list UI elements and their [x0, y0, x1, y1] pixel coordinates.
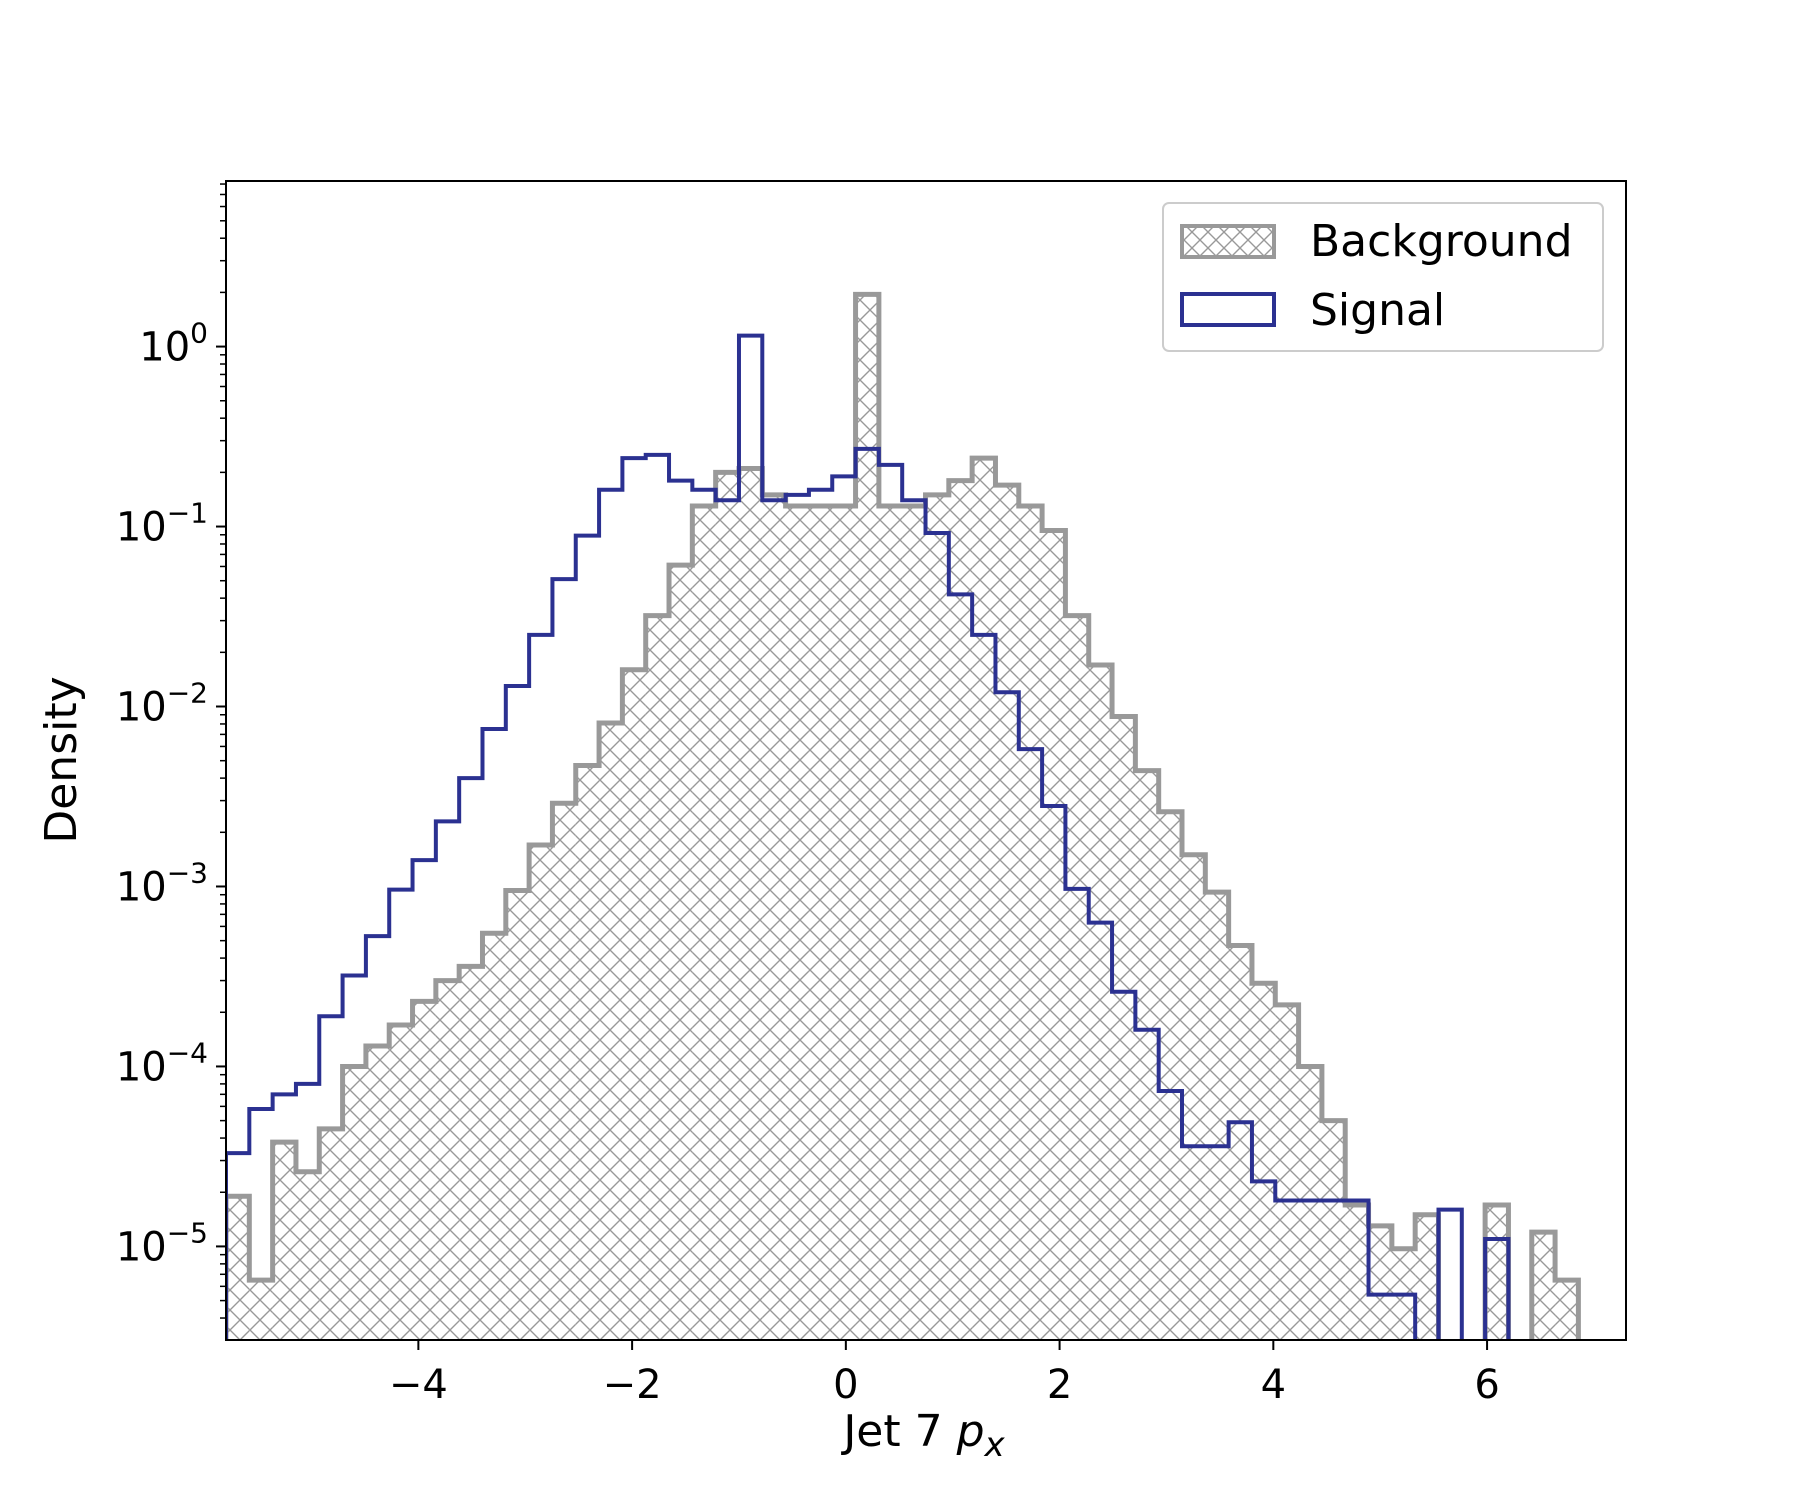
- background-bar: [459, 966, 483, 1340]
- legend: Background Signal: [1162, 202, 1604, 352]
- x-axis-label-sub: x: [984, 1425, 1006, 1465]
- background-bar: [552, 803, 576, 1340]
- background-bar: [226, 1196, 250, 1340]
- background-bar: [599, 722, 623, 1340]
- legend-background-label: Background: [1310, 216, 1573, 267]
- background-bar: [925, 494, 949, 1340]
- background-bar: [295, 1171, 320, 1340]
- background-bar: [1112, 716, 1136, 1340]
- background-bar: [622, 669, 646, 1340]
- background-bar: [1065, 615, 1089, 1340]
- background-bar: [1088, 665, 1113, 1340]
- background-bar: [715, 472, 739, 1340]
- background-bar: [1042, 530, 1066, 1340]
- x-tick-label: −2: [603, 1362, 662, 1408]
- background-bar: [1485, 1204, 1509, 1340]
- y-tick-label: 10−3: [116, 856, 208, 910]
- legend-background-swatch: [1180, 224, 1276, 259]
- background-bar: [645, 615, 670, 1340]
- background-bar: [389, 1024, 413, 1340]
- legend-signal-swatch: [1180, 292, 1276, 327]
- signal-histogram: [226, 333, 1626, 1340]
- background-bar: [505, 890, 530, 1340]
- y-tick-label: 10−4: [116, 1036, 208, 1090]
- background-bar: [435, 980, 460, 1340]
- background-bar: [1135, 770, 1159, 1340]
- x-tick-label: 2: [1047, 1362, 1072, 1408]
- y-tick-label: 10−5: [116, 1216, 208, 1270]
- background-bar: [1531, 1232, 1556, 1340]
- background-bar: [1158, 811, 1183, 1340]
- y-tick-label: 100: [139, 317, 208, 371]
- background-histogram: [226, 291, 1626, 1340]
- x-tick-label: 6: [1474, 1362, 1499, 1408]
- background-bar: [319, 1128, 343, 1340]
- x-tick-label: 0: [833, 1362, 858, 1408]
- x-axis-label-var: p: [956, 1406, 985, 1457]
- y-tick-label: 10−1: [116, 497, 208, 551]
- x-tick-label: −4: [389, 1362, 448, 1408]
- background-bar: [738, 468, 763, 1340]
- background-bar: [972, 458, 996, 1340]
- background-bar: [832, 506, 856, 1340]
- background-bar: [249, 1280, 273, 1340]
- signal-line: [226, 333, 1626, 1340]
- background-bar: [785, 506, 809, 1340]
- background-bar: [1205, 892, 1229, 1340]
- x-axis-label: Jet 7 px: [840, 1406, 1005, 1465]
- background-bar: [762, 494, 786, 1340]
- background-bar: [902, 506, 926, 1340]
- background-bar: [272, 1142, 296, 1340]
- background-bar: [1298, 1066, 1322, 1340]
- background-bar: [855, 294, 879, 1340]
- background-bar: [808, 506, 833, 1340]
- background-bar: [529, 845, 553, 1340]
- y-axis: 100 10−1 10−2 10−3 10−4 10−5: [116, 183, 226, 1319]
- x-axis-label-main: Jet 7: [840, 1406, 956, 1457]
- background-bar: [669, 565, 693, 1340]
- background-bar: [1345, 1204, 1369, 1340]
- background-bar: [575, 765, 600, 1340]
- y-axis-label: Density: [36, 676, 87, 843]
- background-bar: [692, 506, 716, 1340]
- background-bar: [412, 1001, 436, 1340]
- x-tick-label: 4: [1261, 1362, 1286, 1408]
- background-bar: [365, 1045, 390, 1340]
- background-bar: [342, 1066, 366, 1340]
- background-bar: [948, 480, 973, 1340]
- background-bar: [1275, 1004, 1299, 1340]
- background-bar: [482, 933, 506, 1340]
- background-bar: [995, 485, 1019, 1340]
- legend-signal-label: Signal: [1310, 285, 1445, 336]
- background-bar: [1415, 1214, 1439, 1340]
- plot-area: [225, 180, 1627, 1341]
- y-tick-label: 10−2: [116, 677, 208, 731]
- background-bar: [1321, 1120, 1346, 1340]
- background-outline: [226, 291, 1626, 1340]
- background-bar: [1018, 506, 1043, 1340]
- background-bar: [1251, 983, 1276, 1340]
- background-bar: [878, 506, 903, 1340]
- x-axis: −4 −2 0 2 4 6: [389, 1340, 1500, 1408]
- background-bar: [1368, 1225, 1392, 1340]
- background-bar: [1555, 1280, 1579, 1340]
- background-bar: [1228, 945, 1252, 1340]
- background-bar: [1182, 854, 1206, 1340]
